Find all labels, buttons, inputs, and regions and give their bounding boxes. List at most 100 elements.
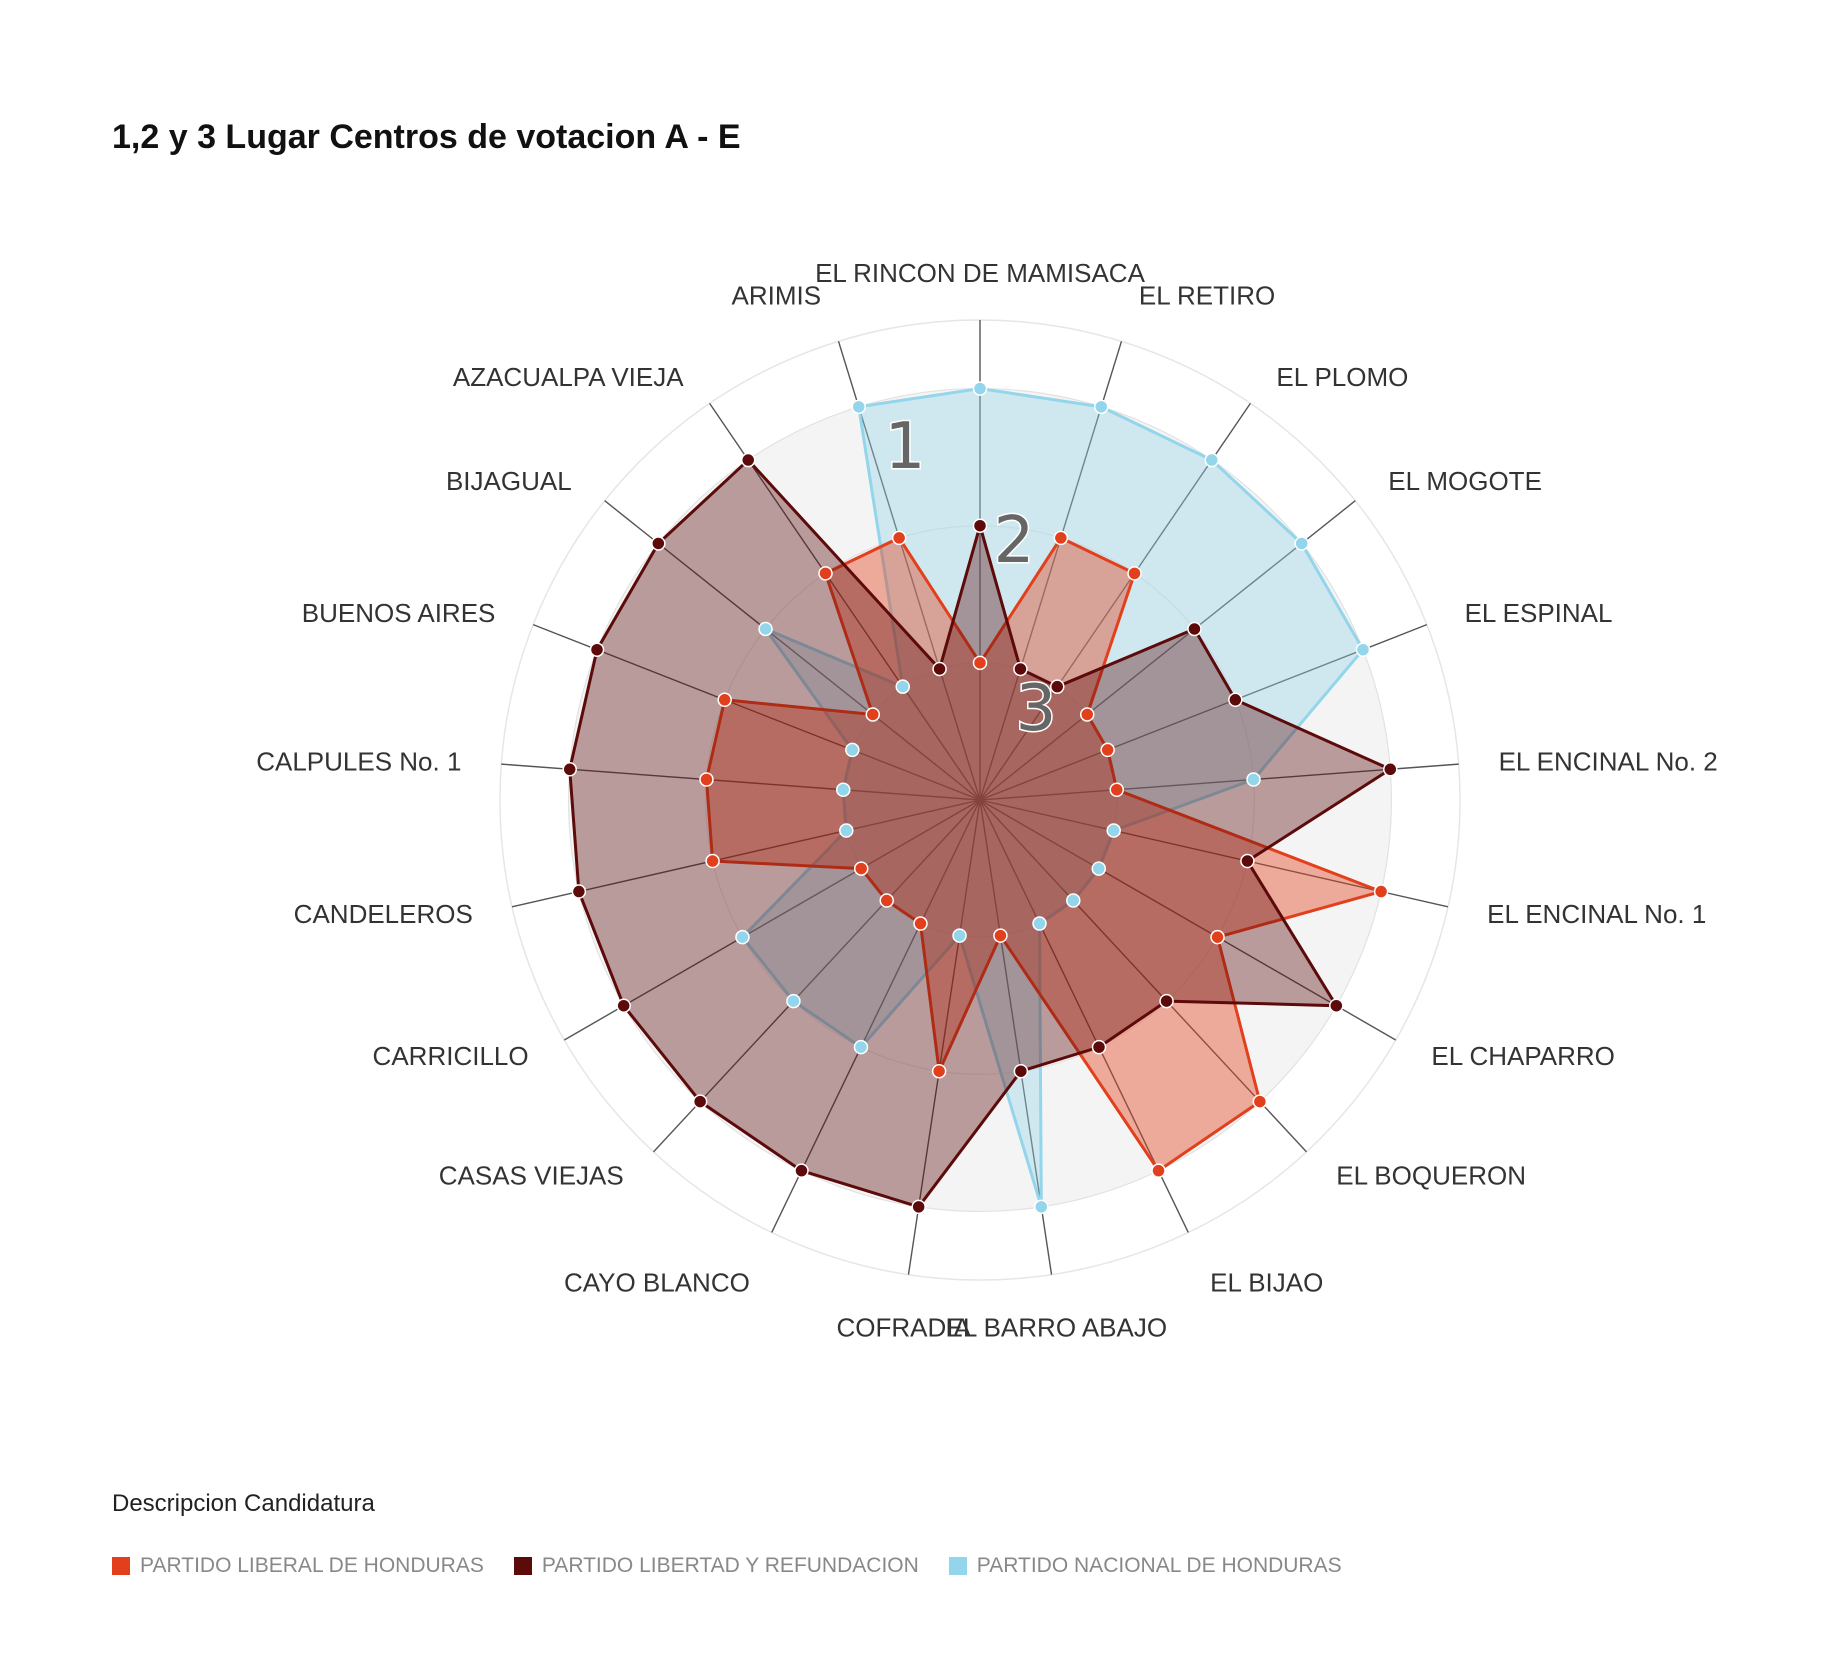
point-partido-nacional-de-honduras-azacualpa-vieja[interactable] xyxy=(895,679,910,694)
axis-label-buenos-aires: BUENOS AIRES xyxy=(302,598,496,628)
axis-label-cayo-blanco: CAYO BLANCO xyxy=(564,1267,750,1297)
point-partido-nacional-de-honduras-cayo-blanco[interactable] xyxy=(853,1039,869,1055)
point-partido-liberal-de-honduras-cayo-blanco[interactable] xyxy=(913,916,928,931)
spoke-cayo-blanco xyxy=(771,799,981,1233)
axis-label-el-plomo: EL PLOMO xyxy=(1276,362,1408,392)
point-partido-nacional-de-honduras-arimis[interactable] xyxy=(851,399,866,415)
spoke-el-retiro xyxy=(979,341,1123,801)
point-partido-libertad-y-refundacion-el-barro-abajo[interactable] xyxy=(1013,1063,1029,1079)
axis-label-el-mogote: EL MOGOTE xyxy=(1388,466,1542,496)
point-partido-liberal-de-honduras-cofradia[interactable] xyxy=(931,1063,947,1079)
point-partido-nacional-de-honduras-el-espinal[interactable] xyxy=(1355,642,1371,657)
point-partido-nacional-de-honduras-el-mogote[interactable] xyxy=(1294,536,1309,551)
point-partido-libertad-y-refundacion-el-plomo[interactable] xyxy=(1050,679,1065,694)
legend: Descripcion Candidatura PARTIDO LIBERAL … xyxy=(112,1490,1342,1578)
point-partido-nacional-de-honduras-casas-viejas[interactable] xyxy=(786,993,801,1009)
axis-label-el-retiro: EL RETIRO xyxy=(1139,281,1275,311)
point-partido-libertad-y-refundacion-cayo-blanco[interactable] xyxy=(794,1163,809,1178)
point-partido-liberal-de-honduras-el-encinal-no-1[interactable] xyxy=(1373,884,1389,899)
point-partido-libertad-y-refundacion-candeleros[interactable] xyxy=(571,884,587,899)
legend-item-partido-liberal-de-honduras[interactable]: PARTIDO LIBERAL DE HONDURAS xyxy=(112,1554,484,1578)
spoke-arimis xyxy=(837,341,981,801)
point-partido-nacional-de-honduras-el-barro-abajo[interactable] xyxy=(1034,1199,1049,1215)
axis-label-el-bijao: EL BIJAO xyxy=(1210,1267,1323,1297)
point-partido-nacional-de-honduras-el-boqueron[interactable] xyxy=(1066,893,1081,908)
point-partido-nacional-de-honduras-bijagual[interactable] xyxy=(758,621,773,637)
point-partido-liberal-de-honduras-el-mogote[interactable] xyxy=(1079,707,1095,722)
point-partido-nacional-de-honduras-carricillo[interactable] xyxy=(735,929,750,945)
legend-item-partido-libertad-y-refundacion[interactable]: PARTIDO LIBERTAD Y REFUNDACION xyxy=(513,1554,919,1578)
spoke-azacualpa-vieja xyxy=(709,403,981,801)
point-partido-nacional-de-honduras-el-encinal-no-1[interactable] xyxy=(1106,823,1121,838)
point-partido-nacional-de-honduras-el-rincon-de-mamisaca[interactable] xyxy=(972,381,988,396)
point-partido-liberal-de-honduras-el-plomo[interactable] xyxy=(1127,566,1142,581)
point-partido-liberal-de-honduras-el-boqueron[interactable] xyxy=(1252,1094,1268,1109)
point-partido-nacional-de-honduras-el-encinal-no-2[interactable] xyxy=(1246,772,1261,787)
point-partido-libertad-y-refundacion-bijagual[interactable] xyxy=(651,536,666,551)
point-partido-liberal-de-honduras-el-rincon-de-mamisaca[interactable] xyxy=(972,655,988,671)
point-partido-nacional-de-honduras-cofradia[interactable] xyxy=(952,928,967,943)
series-area-partido-liberal-de-honduras xyxy=(704,536,1383,1173)
point-partido-libertad-y-refundacion-calpules-no-1[interactable] xyxy=(562,762,577,777)
point-partido-liberal-de-honduras-casas-viejas[interactable] xyxy=(879,893,894,908)
legend-item-partido-nacional-de-honduras[interactable]: PARTIDO NACIONAL DE HONDURAS xyxy=(948,1554,1342,1578)
point-partido-nacional-de-honduras-calpules-no-1[interactable] xyxy=(835,782,851,798)
point-partido-libertad-y-refundacion-el-bijao[interactable] xyxy=(1091,1039,1107,1055)
point-partido-libertad-y-refundacion-el-chaparro[interactable] xyxy=(1329,998,1344,1013)
axis-label-calpules-no-1: CALPULES No. 1 xyxy=(256,747,461,777)
point-partido-nacional-de-honduras-el-retiro[interactable] xyxy=(1094,399,1109,415)
point-partido-liberal-de-honduras-el-barro-abajo[interactable] xyxy=(993,928,1008,943)
legend-label: PARTIDO NACIONAL DE HONDURAS xyxy=(976,1554,1342,1577)
rank-annotation-3: 3 xyxy=(1016,672,1057,746)
point-partido-libertad-y-refundacion-el-mogote[interactable] xyxy=(1187,621,1202,637)
axis-label-el-encinal-no-1: EL ENCINAL No. 1 xyxy=(1487,899,1706,929)
point-partido-libertad-y-refundacion-el-espinal[interactable] xyxy=(1228,692,1243,708)
spoke-el-espinal xyxy=(979,623,1428,801)
rank-annotations: 12 3 xyxy=(883,409,1058,748)
spoke-el-boqueron xyxy=(979,799,1307,1153)
point-partido-libertad-y-refundacion-buenos-aires[interactable] xyxy=(589,642,605,657)
point-partido-nacional-de-honduras-el-bijao[interactable] xyxy=(1032,916,1047,931)
point-partido-liberal-de-honduras-el-chaparro[interactable] xyxy=(1210,929,1225,945)
point-partido-libertad-y-refundacion-casas-viejas[interactable] xyxy=(692,1094,708,1109)
spoke-el-encinal-no-1 xyxy=(979,799,1449,908)
point-partido-libertad-y-refundacion-el-encinal-no-1[interactable] xyxy=(1240,853,1255,869)
point-partido-liberal-de-honduras-buenos-aires[interactable] xyxy=(717,692,732,708)
point-partido-libertad-y-refundacion-el-rincon-de-mamisaca[interactable] xyxy=(972,518,988,533)
point-partido-libertad-y-refundacion-el-encinal-no-2[interactable] xyxy=(1383,762,1398,777)
point-partido-nacional-de-honduras-el-chaparro[interactable] xyxy=(1091,861,1107,876)
spoke-el-barro-abajo xyxy=(979,799,1053,1275)
point-partido-liberal-de-honduras-calpules-no-1[interactable] xyxy=(699,772,714,787)
point-partido-libertad-y-refundacion-el-retiro[interactable] xyxy=(1013,661,1028,677)
point-partido-liberal-de-honduras-el-espinal[interactable] xyxy=(1100,742,1115,758)
series-area-partido-libertad-y-refundacion xyxy=(568,458,1392,1209)
series-layer xyxy=(568,387,1392,1209)
point-partido-libertad-y-refundacion-el-boqueron[interactable] xyxy=(1159,993,1174,1009)
point-partido-libertad-y-refundacion-arimis[interactable] xyxy=(932,661,947,677)
spoke-calpules-no-1 xyxy=(501,763,981,801)
spoke-bijagual xyxy=(604,500,981,801)
point-partido-liberal-de-honduras-el-bijao[interactable] xyxy=(1151,1163,1166,1178)
spoke-el-chaparro xyxy=(979,799,1397,1041)
point-partido-liberal-de-honduras-bijagual[interactable] xyxy=(865,707,881,722)
axis-label-azacualpa-vieja: AZACUALPA VIEJA xyxy=(453,362,684,392)
axis-label-el-rincon-de-mamisaca: EL RINCON DE MAMISACA xyxy=(815,258,1146,288)
axis-label-el-barro-abajo: EL BARRO ABAJO xyxy=(946,1312,1168,1342)
rank-annotation-1: 1 xyxy=(885,410,926,484)
point-partido-liberal-de-honduras-carricillo[interactable] xyxy=(853,861,869,876)
point-partido-nacional-de-honduras-candeleros[interactable] xyxy=(839,823,854,838)
point-partido-libertad-y-refundacion-carricillo[interactable] xyxy=(616,998,631,1013)
legend-swatch xyxy=(948,1557,967,1575)
point-partido-libertad-y-refundacion-azacualpa-vieja[interactable] xyxy=(740,452,756,468)
point-partido-nacional-de-honduras-el-plomo[interactable] xyxy=(1204,452,1220,468)
point-partido-libertad-y-refundacion-cofradia[interactable] xyxy=(911,1199,926,1215)
point-partido-liberal-de-honduras-azacualpa-vieja[interactable] xyxy=(818,566,833,581)
point-partido-liberal-de-honduras-el-encinal-no-2[interactable] xyxy=(1109,782,1125,798)
axis-label-el-encinal-no-2: EL ENCINAL No. 2 xyxy=(1499,747,1718,777)
point-partido-liberal-de-honduras-candeleros[interactable] xyxy=(705,853,720,869)
spoke-el-mogote xyxy=(979,500,1356,801)
point-partido-liberal-de-honduras-el-retiro[interactable] xyxy=(1053,530,1069,546)
point-partido-nacional-de-honduras-buenos-aires[interactable] xyxy=(845,742,860,758)
point-partido-liberal-de-honduras-arimis[interactable] xyxy=(891,530,907,546)
